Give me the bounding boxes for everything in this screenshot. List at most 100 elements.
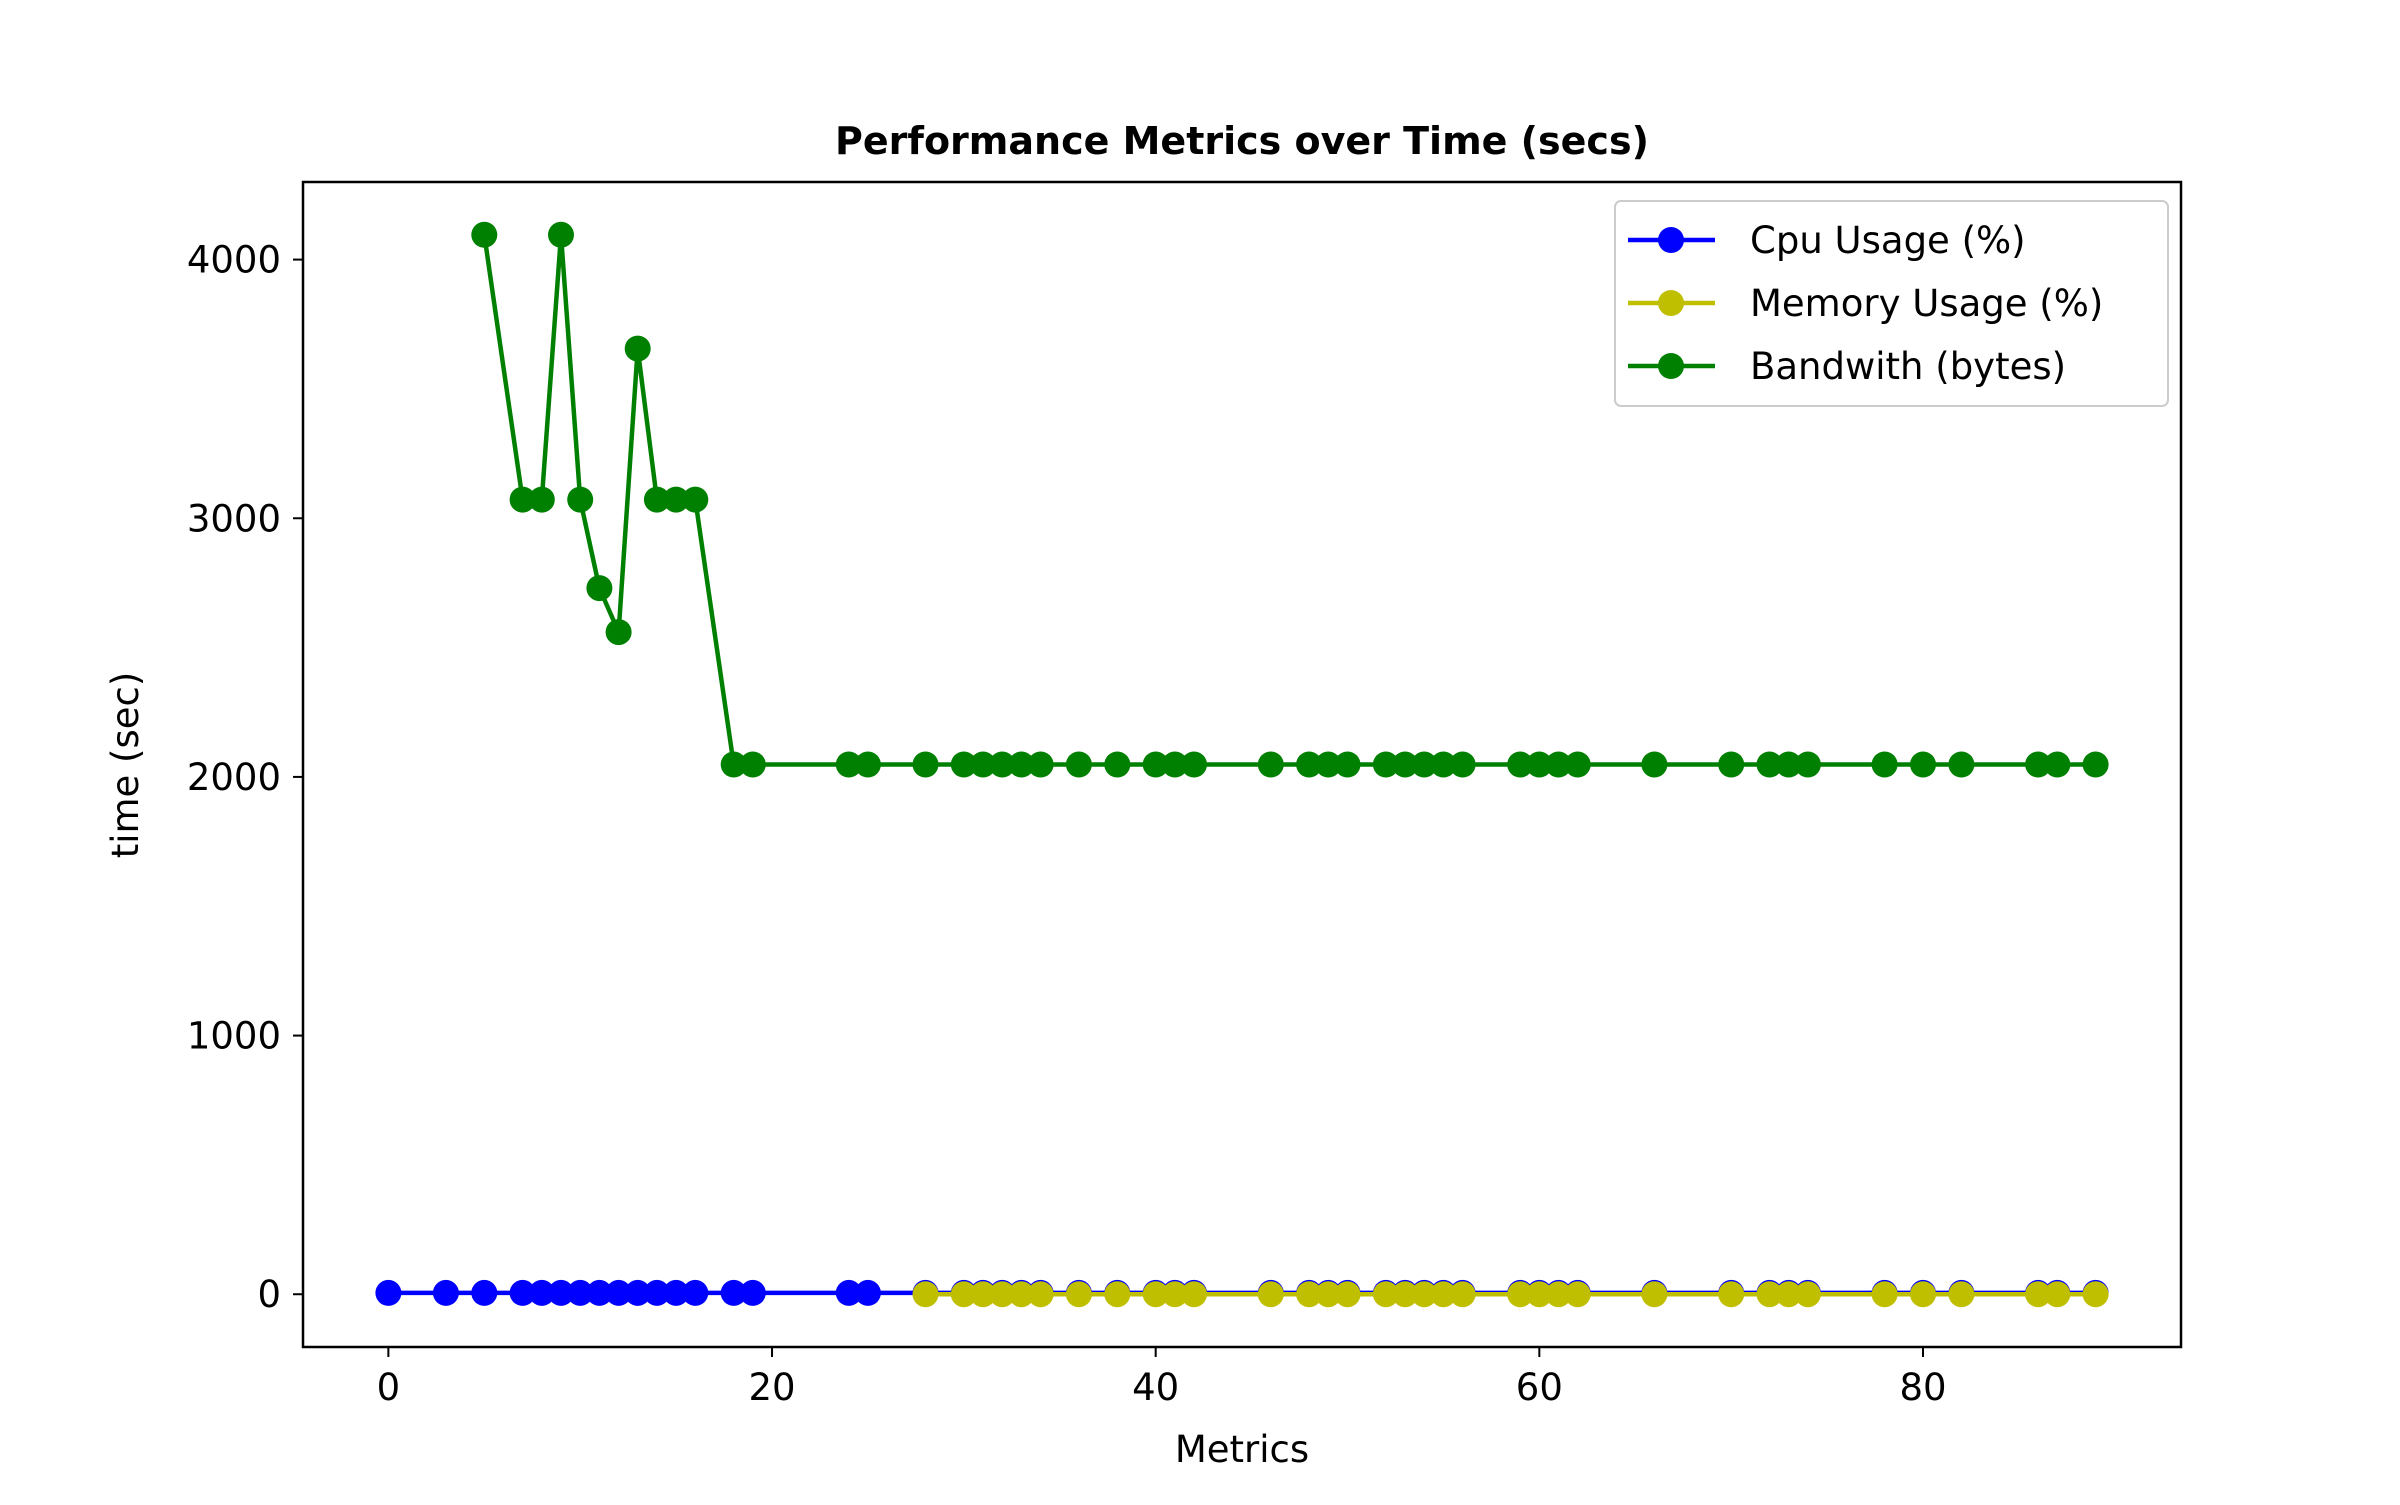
series-3-point bbox=[970, 751, 996, 778]
legend-swatch-marker bbox=[1658, 353, 1684, 379]
series-2-point bbox=[1027, 1281, 1054, 1308]
series-1-point bbox=[567, 1279, 594, 1306]
series-2-point bbox=[912, 1281, 939, 1308]
series-2-point bbox=[1718, 1281, 1745, 1308]
y-tick-label: 4000 bbox=[187, 239, 281, 282]
series-2-point bbox=[1161, 1281, 1188, 1308]
series-3-point bbox=[2082, 751, 2109, 778]
y-axis-label: time (sec) bbox=[104, 672, 147, 859]
series-3-point bbox=[720, 751, 747, 778]
y-tick-label: 2000 bbox=[187, 756, 281, 799]
series-2-point bbox=[1871, 1281, 1898, 1308]
series-1-point bbox=[432, 1279, 459, 1306]
series-2-point bbox=[1315, 1281, 1342, 1308]
legend: Cpu Usage (%) Memory Usage (%) Bandwith (b… bbox=[1614, 200, 2169, 407]
series-3-point bbox=[1430, 751, 1457, 778]
series-2-point bbox=[2082, 1281, 2109, 1308]
axes: 0 20 40 60 80 0 1000 2000 3000 4000 bbox=[187, 239, 1947, 1409]
x-tick-label: 20 bbox=[748, 1366, 795, 1409]
series-1-point bbox=[663, 1279, 690, 1306]
series-3-point bbox=[624, 335, 651, 362]
series-1-point bbox=[548, 1279, 574, 1306]
series-2-point bbox=[1449, 1281, 1476, 1308]
series-1-point bbox=[586, 1279, 613, 1306]
series-1-point bbox=[509, 1279, 536, 1306]
series-2-point bbox=[1065, 1281, 1092, 1308]
legend-item: Cpu Usage (%) bbox=[1628, 219, 2026, 262]
series-3-point bbox=[605, 619, 632, 646]
series-1-point bbox=[720, 1279, 747, 1306]
series-2-point bbox=[1564, 1281, 1591, 1308]
series-3-point bbox=[1392, 751, 1419, 778]
series-3-point bbox=[1372, 751, 1399, 778]
legend-item: Memory Usage (%) bbox=[1628, 282, 2103, 325]
series-2-point bbox=[989, 1281, 1016, 1308]
series-2-point bbox=[1775, 1281, 1802, 1308]
x-tick-label: 80 bbox=[1899, 1366, 1946, 1409]
series-3-point bbox=[1775, 751, 1802, 778]
series-3 bbox=[471, 221, 2109, 778]
series-3-point bbox=[1526, 751, 1553, 778]
legend-label: Cpu Usage (%) bbox=[1750, 219, 2026, 262]
series-3-point bbox=[1104, 751, 1131, 778]
series-3-point bbox=[1296, 751, 1323, 778]
series-2-point bbox=[2025, 1281, 2052, 1308]
series-3-point bbox=[1315, 751, 1342, 778]
series-2-point bbox=[1392, 1281, 1419, 1308]
legend-swatch-marker bbox=[1658, 227, 1684, 253]
series-3-point bbox=[1257, 751, 1284, 778]
series-2-point bbox=[1526, 1281, 1553, 1308]
series-3-point bbox=[1027, 751, 1054, 778]
series-3-point bbox=[835, 751, 862, 778]
series-3-point bbox=[548, 221, 574, 248]
series-3-point bbox=[1794, 751, 1821, 778]
series-2-point bbox=[1008, 1281, 1035, 1308]
series-2-point bbox=[1756, 1281, 1783, 1308]
series-3-point bbox=[1718, 751, 1745, 778]
series-2-point bbox=[1181, 1281, 1207, 1308]
series-3-point bbox=[1334, 751, 1361, 778]
series-3-point bbox=[643, 486, 670, 513]
series-3-point bbox=[1564, 751, 1591, 778]
series-2-point bbox=[1334, 1281, 1361, 1308]
series-1-point bbox=[643, 1279, 670, 1306]
y-tick-label: 3000 bbox=[187, 497, 281, 540]
legend-label: Memory Usage (%) bbox=[1750, 282, 2103, 325]
series-2-point bbox=[1411, 1281, 1438, 1308]
chart-title: Performance Metrics over Time (secs) bbox=[835, 119, 1649, 163]
series-2-point bbox=[2044, 1281, 2071, 1308]
series-3-point bbox=[854, 751, 881, 778]
series-3-point bbox=[989, 751, 1016, 778]
series-2-point bbox=[1104, 1281, 1131, 1308]
series-3-point bbox=[471, 221, 498, 248]
series-3-point bbox=[739, 751, 766, 778]
series-2 bbox=[912, 1281, 2109, 1308]
series-3-point bbox=[586, 575, 613, 602]
series-1-point bbox=[375, 1279, 402, 1306]
series-1-point bbox=[682, 1279, 709, 1306]
legend-box bbox=[1614, 200, 2169, 407]
series-2-point bbox=[950, 1281, 977, 1308]
series-2-point bbox=[1257, 1281, 1284, 1308]
plot-area bbox=[375, 221, 2109, 1308]
x-axis-label: Metrics bbox=[1175, 1428, 1309, 1471]
series-1-point bbox=[739, 1279, 766, 1306]
legend-label: Bandwith (bytes) bbox=[1750, 345, 2066, 388]
series-3-point bbox=[1181, 751, 1207, 778]
series-3-point bbox=[528, 486, 555, 513]
series-3-point bbox=[567, 486, 594, 513]
series-3-point bbox=[1756, 751, 1783, 778]
series-2-point bbox=[1507, 1281, 1534, 1308]
series-3-point bbox=[912, 751, 939, 778]
series-1-point bbox=[624, 1279, 651, 1306]
series-2-point bbox=[1545, 1281, 1572, 1308]
series-1-point bbox=[471, 1279, 498, 1306]
series-3-point bbox=[663, 486, 690, 513]
legend-item: Bandwith (bytes) bbox=[1628, 345, 2066, 388]
y-tick-label: 1000 bbox=[187, 1015, 281, 1058]
series-3-point bbox=[682, 486, 709, 513]
series-3-point bbox=[1142, 751, 1169, 778]
series-2-point bbox=[1794, 1281, 1821, 1308]
